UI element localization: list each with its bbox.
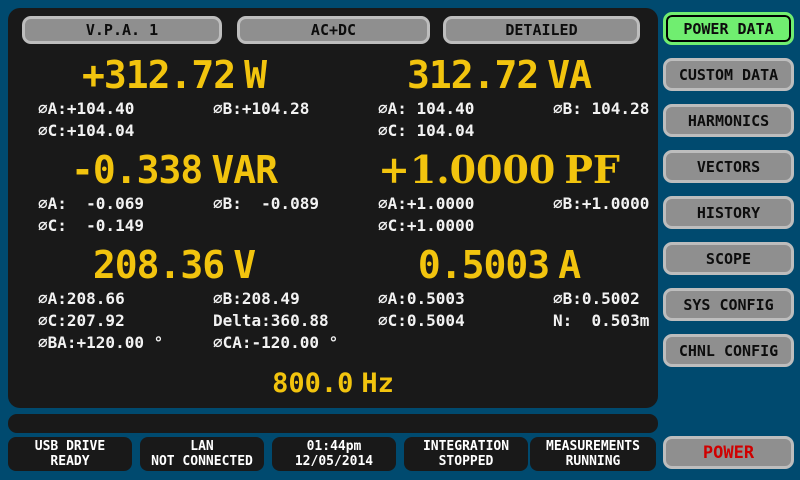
measurement-watts: +312.72 W ∅A:+104.40 ∅B:+104.28 ∅C:+104.04 [8,52,340,142]
message-bar [8,414,658,433]
power-button[interactable]: POWER [663,436,794,469]
status-measurements[interactable]: MEASUREMENTS RUNNING [530,437,656,471]
volts-phase-row: ∅A:208.66 ∅B:208.49 [38,289,300,308]
var-phase-row: ∅C: -0.149 [38,216,144,235]
status-clock[interactable]: 01:44pm 12/05/2014 [272,437,396,471]
sidebar-item-chnl-config[interactable]: CHNL CONFIG [663,334,794,367]
sidebar-item-history[interactable]: HISTORY [663,196,794,229]
main-panel: V.P.A. 1 AC+DC DETAILED +312.72 W ∅A:+104… [8,8,658,408]
tab-label: V.P.A. 1 [85,21,159,39]
amps-phase-row: ∅A:0.5003 ∅B:0.5002 [378,289,640,308]
volt-amps-phase-row: ∅C: 104.04 [378,121,475,140]
tab-label: AC+DC [310,21,357,39]
power-factor-phase-row: ∅A:+1.0000 ∅B:+1.0000 [378,194,650,213]
tab-detailed[interactable]: DETAILED [443,16,640,44]
measurement-power-factor: +1.0000 PF ∅A:+1.0000 ∅B:+1.0000 ∅C:+1.000… [340,147,658,237]
watts-phase-row: ∅A:+104.40 ∅B:+104.28 [38,99,310,118]
measurement-volt-amps: 312.72 VA ∅A: 104.40 ∅B: 104.28 ∅C: 104.04 [340,52,658,142]
watts-phase-row: ∅C:+104.04 [38,121,135,140]
var-phase-row: ∅A: -0.069 ∅B: -0.089 [38,194,319,213]
amps-value: 0.5003 A [417,243,581,287]
tab-ac-dc[interactable]: AC+DC [237,16,430,44]
var-value: -0.338 VAR [71,148,278,192]
volts-phase-row: ∅C:207.92 Delta:360.88 [38,311,329,330]
sidebar-item-custom-data[interactable]: CUSTOM DATA [663,58,794,91]
status-usb-drive[interactable]: USB DRIVE READY [8,437,132,471]
tab-vpa-1[interactable]: V.P.A. 1 [22,16,222,44]
power-factor-value: +1.0000 PF [378,147,620,192]
watts-value: +312.72 W [81,53,267,97]
sidebar-item-sys-config[interactable]: SYS CONFIG [663,288,794,321]
measurement-var: -0.338 VAR ∅A: -0.069 ∅B: -0.089 ∅C: -0.14… [8,147,340,237]
tab-label: DETAILED [505,21,578,39]
power-factor-phase-row: ∅C:+1.0000 [378,216,475,235]
measurement-volts: 208.36 V ∅A:208.66 ∅B:208.49 ∅C:207.92 Delt… [8,242,340,354]
volts-value: 208.36 V [92,243,256,287]
status-lan[interactable]: LAN NOT CONNECTED [140,437,264,471]
frequency-value: 800.0 Hz [272,368,394,399]
volts-phase-angle-row: ∅BA:+120.00 ° ∅CA:-120.00 ° [38,333,339,352]
sidebar-item-power-data[interactable]: POWER DATA [663,12,794,45]
amps-phase-row: ∅C:0.5004 N: 0.503m [378,311,650,330]
sidebar-item-scope[interactable]: SCOPE [663,242,794,275]
volt-amps-value: 312.72 VA [406,53,592,97]
sidebar-item-vectors[interactable]: VECTORS [663,150,794,183]
measurement-amps: 0.5003 A ∅A:0.5003 ∅B:0.5002 ∅C:0.5004 N: 0… [340,242,658,332]
volt-amps-phase-row: ∅A: 104.40 ∅B: 104.28 [378,99,650,118]
status-integration[interactable]: INTEGRATION STOPPED [404,437,528,471]
sidebar-item-harmonics[interactable]: HARMONICS [663,104,794,137]
